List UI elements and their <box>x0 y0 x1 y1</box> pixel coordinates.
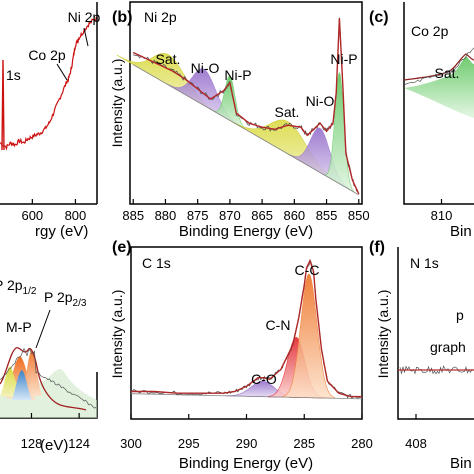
panel-d-label-p2p12: P 2p1/2 <box>0 277 37 297</box>
x-tick-label: 800 <box>65 208 87 223</box>
x-tick-label: 600 <box>21 208 43 223</box>
panel-a-x-ticks: 600 800 <box>21 199 86 223</box>
panel-f-letter: (f) <box>369 239 385 256</box>
x-tick-label: 860 <box>283 208 305 223</box>
x-tick-label: 300 <box>120 436 142 451</box>
x-tick-label: 880 <box>155 208 177 223</box>
panel-c-frame <box>403 2 474 205</box>
panel-b-label-sat-1: Sat. <box>156 51 181 67</box>
fit-envelope <box>131 258 362 398</box>
fit-background <box>130 393 363 400</box>
panel-e-ylabel: Intensity (a.u.) <box>109 290 125 379</box>
x-tick-label: 850 <box>348 208 370 223</box>
panel-d-peak-blue <box>12 370 32 400</box>
panel-d-raw-spectrum <box>0 347 97 409</box>
panel-a-ni2p-label: Ni 2p <box>68 9 101 25</box>
x-tick-label: 885 <box>122 208 144 223</box>
panel-a-ni2p-arrow <box>83 27 89 47</box>
panel-d-xlabel: (eV) <box>40 437 68 454</box>
panel-b-ylabel: Intensity (a.u.) <box>109 59 125 148</box>
panel-b-title: Ni 2p <box>144 9 177 25</box>
panel-b-xlabel: Binding Energy (eV) <box>179 223 313 240</box>
panel-c-fit-peak <box>404 56 474 118</box>
panel-a-co2p-arrow <box>56 63 68 81</box>
x-tick-label: 408 <box>405 436 427 451</box>
panel-f-frame <box>397 247 474 420</box>
panel-b-letter: (b) <box>112 9 132 26</box>
panel-a-co2p-label: Co 2p <box>28 47 66 63</box>
panel-d: 128 124 (eV) P 2p1/2 M-P P 2p2/3 <box>0 277 98 454</box>
x-tick-label: 870 <box>219 208 241 223</box>
panel-b-raw-spectrum <box>132 17 360 196</box>
panel-b-frame <box>129 1 363 205</box>
x-tick-label: 280 <box>351 436 373 451</box>
panel-f-title: N 1s <box>410 255 439 271</box>
panel-f: 408 (f) N 1s Intensity (a.u.) Bin p grap… <box>369 239 474 472</box>
panel-c-label-sat: Sat. <box>435 65 460 81</box>
panel-c-xlabel: Bin <box>450 223 472 240</box>
fit-peak-ni-p <box>324 71 355 193</box>
x-tick-label: 290 <box>236 436 258 451</box>
panel-d-x-ticks: 128 124 <box>21 413 90 451</box>
panel-e-label-co: C-O <box>251 371 277 387</box>
x-tick-label: 865 <box>251 208 273 223</box>
panel-c-x-ticks: 810800 <box>431 199 453 223</box>
panel-c-raw-spectrum <box>403 47 474 86</box>
x-tick-label: 875 <box>187 208 209 223</box>
panel-d-fit-envelope <box>0 347 87 411</box>
panel-e-xlabel: Binding Energy (eV) <box>179 455 313 472</box>
panel-a-xlabel: rgy (eV) <box>35 223 88 240</box>
panel-f-raw-spectrum <box>399 365 474 375</box>
fit-background <box>132 64 360 196</box>
panel-d-label-p2p32: P 2p2/3 <box>44 289 87 309</box>
panel-b: 885 880 875 870 865 860 855 850 (b) Ni 2p Bindi… <box>109 1 370 240</box>
panel-d-baseline-area <box>0 369 97 418</box>
panel-e-fit-peaks <box>225 273 335 399</box>
panel-a: 600 800 rgy (eV) Ni 2p Co 2p 1s <box>0 2 101 240</box>
survey-spike <box>1 59 5 151</box>
x-tick-label: 855 <box>316 208 338 223</box>
fit-envelope <box>132 18 360 195</box>
panel-d-p2p32-arrow <box>35 309 51 349</box>
x-tick-label: 285 <box>293 436 315 451</box>
panel-e-title: C 1s <box>142 255 171 271</box>
panel-b-label-nio-1: Ni-O <box>191 60 220 76</box>
panel-b-label-sat-2: Sat. <box>275 104 300 120</box>
panel-e-label-cc: C-C <box>295 262 320 278</box>
panel-f-label-p: p <box>456 307 464 323</box>
panel-e: 300 295 290 285 280 (e) C 1s Binding Energy … <box>109 239 373 472</box>
panel-f-label-graph: graph <box>430 339 466 355</box>
panel-b-x-ticks: 885 880 875 870 865 860 855 850 <box>122 199 370 223</box>
panel-b-label-nio-2: Ni-O <box>306 93 335 109</box>
panel-b-label-nip-1: Ni-P <box>224 67 251 83</box>
panel-e-label-cn: C-N <box>266 317 291 333</box>
x-tick-label: 810 <box>431 208 453 223</box>
survey-line <box>0 16 97 151</box>
x-tick-label: 124 <box>68 436 90 451</box>
panel-f-xlabel: Bin <box>450 455 472 472</box>
panel-d-label-mp: M-P <box>6 319 32 335</box>
panel-b-peak-labels: Sat. Ni-O Ni-P Sat. Ni-O Ni-P <box>156 51 358 120</box>
panel-e-letter: (e) <box>112 239 132 256</box>
panel-e-raw-spectrum <box>130 258 363 400</box>
panel-c: 810800 (c) Co 2p Bin Sat. <box>369 2 474 240</box>
panel-c-letter: (c) <box>369 9 389 26</box>
panel-f-x-ticks: 408 <box>405 414 427 451</box>
x-tick-label: 295 <box>178 436 200 451</box>
panel-f-ylabel: Intensity (a.u.) <box>375 290 391 379</box>
panel-c-title: Co 2p <box>411 23 449 39</box>
panel-a-1s-label: 1s <box>6 67 21 83</box>
panel-a-survey-curve <box>0 16 97 151</box>
x-tick-label: 128 <box>21 436 43 451</box>
panel-b-label-nip-2: Ni-P <box>330 51 357 67</box>
panel-e-x-ticks: 300 295 290 285 280 <box>120 414 373 451</box>
